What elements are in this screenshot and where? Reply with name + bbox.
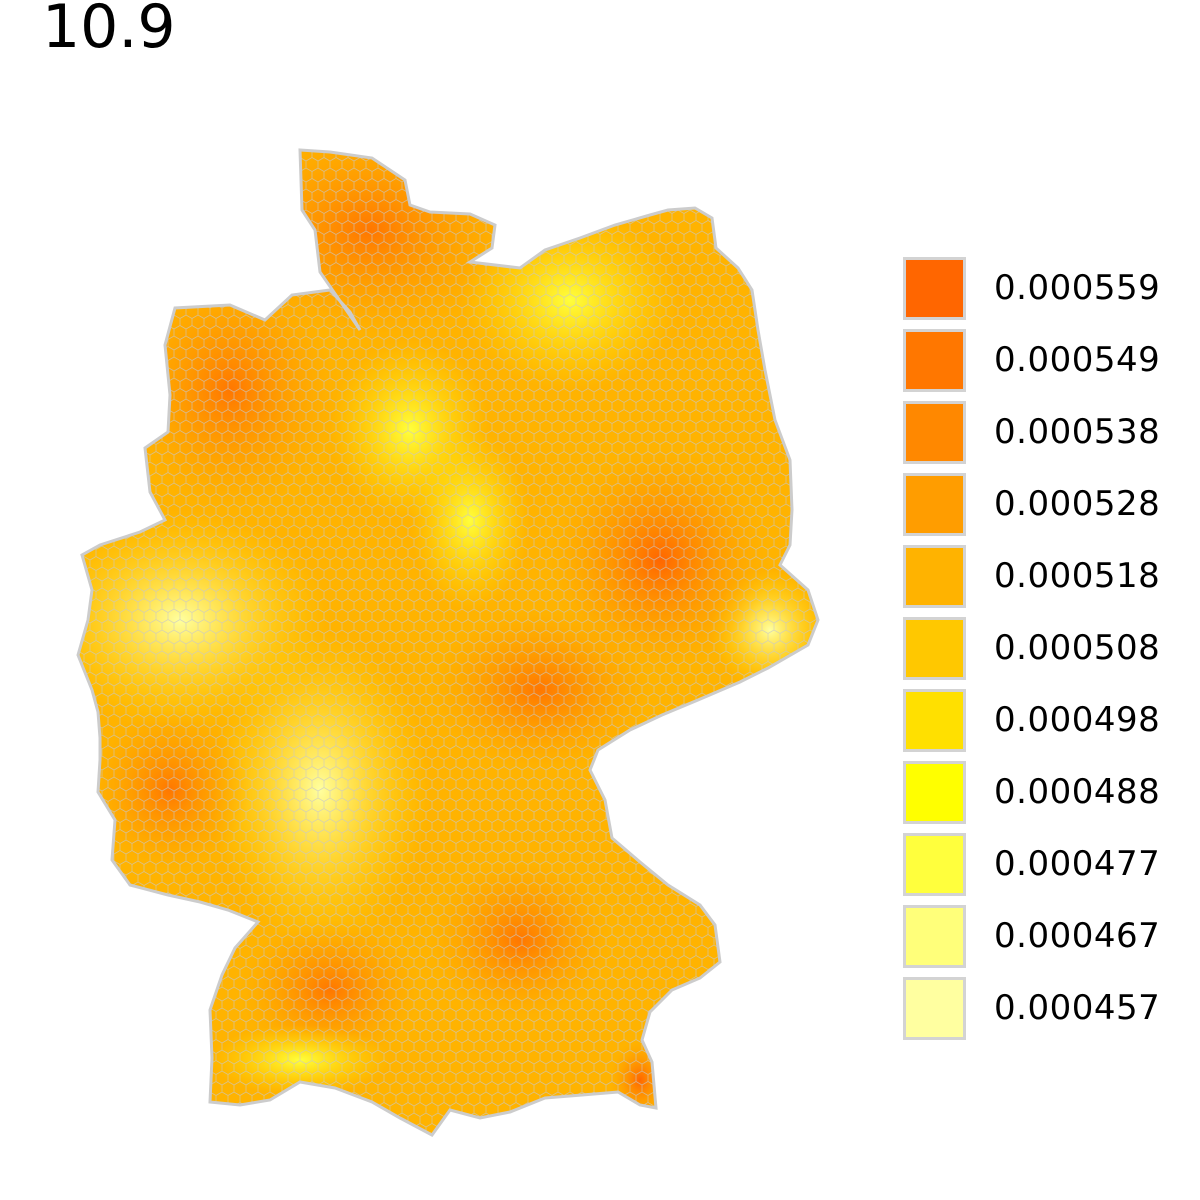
legend-label: 0.000559 bbox=[994, 268, 1161, 308]
legend-item: 0.000498 bbox=[903, 684, 1160, 756]
map-title: 10.9 bbox=[42, 0, 176, 62]
legend-label: 0.000508 bbox=[994, 628, 1161, 668]
legend-swatch bbox=[903, 760, 966, 824]
legend-item: 0.000508 bbox=[903, 612, 1160, 684]
legend-label: 0.000477 bbox=[994, 844, 1161, 884]
legend-label: 0.000457 bbox=[994, 988, 1161, 1028]
legend-swatch bbox=[903, 400, 966, 464]
legend-item: 0.000538 bbox=[903, 396, 1160, 468]
legend-swatch bbox=[903, 688, 966, 752]
legend-label: 0.000528 bbox=[994, 484, 1161, 524]
legend-swatch bbox=[903, 544, 966, 608]
legend-label: 0.000518 bbox=[994, 556, 1161, 596]
legend-label: 0.000549 bbox=[994, 340, 1161, 380]
map-fill-layer bbox=[78, 150, 818, 1135]
legend-swatch bbox=[903, 328, 966, 392]
legend: 0.000559 0.000549 0.000538 0.000528 0.000518… bbox=[903, 252, 1160, 1044]
legend-swatch bbox=[903, 256, 966, 320]
hexbin-map-germany bbox=[76, 148, 820, 1137]
legend-label: 0.000498 bbox=[994, 700, 1161, 740]
legend-swatch bbox=[903, 904, 966, 968]
legend-item: 0.000457 bbox=[903, 972, 1160, 1044]
legend-label: 0.000538 bbox=[994, 412, 1161, 452]
legend-item: 0.000467 bbox=[903, 900, 1160, 972]
legend-item: 0.000559 bbox=[903, 252, 1160, 324]
legend-swatch bbox=[903, 976, 966, 1040]
legend-label: 0.000488 bbox=[994, 772, 1161, 812]
legend-swatch bbox=[903, 616, 966, 680]
legend-item: 0.000518 bbox=[903, 540, 1160, 612]
legend-item: 0.000477 bbox=[903, 828, 1160, 900]
legend-item: 0.000488 bbox=[903, 756, 1160, 828]
legend-swatch bbox=[903, 832, 966, 896]
legend-swatch bbox=[903, 472, 966, 536]
legend-label: 0.000467 bbox=[994, 916, 1161, 956]
legend-item: 0.000549 bbox=[903, 324, 1160, 396]
legend-item: 0.000528 bbox=[903, 468, 1160, 540]
